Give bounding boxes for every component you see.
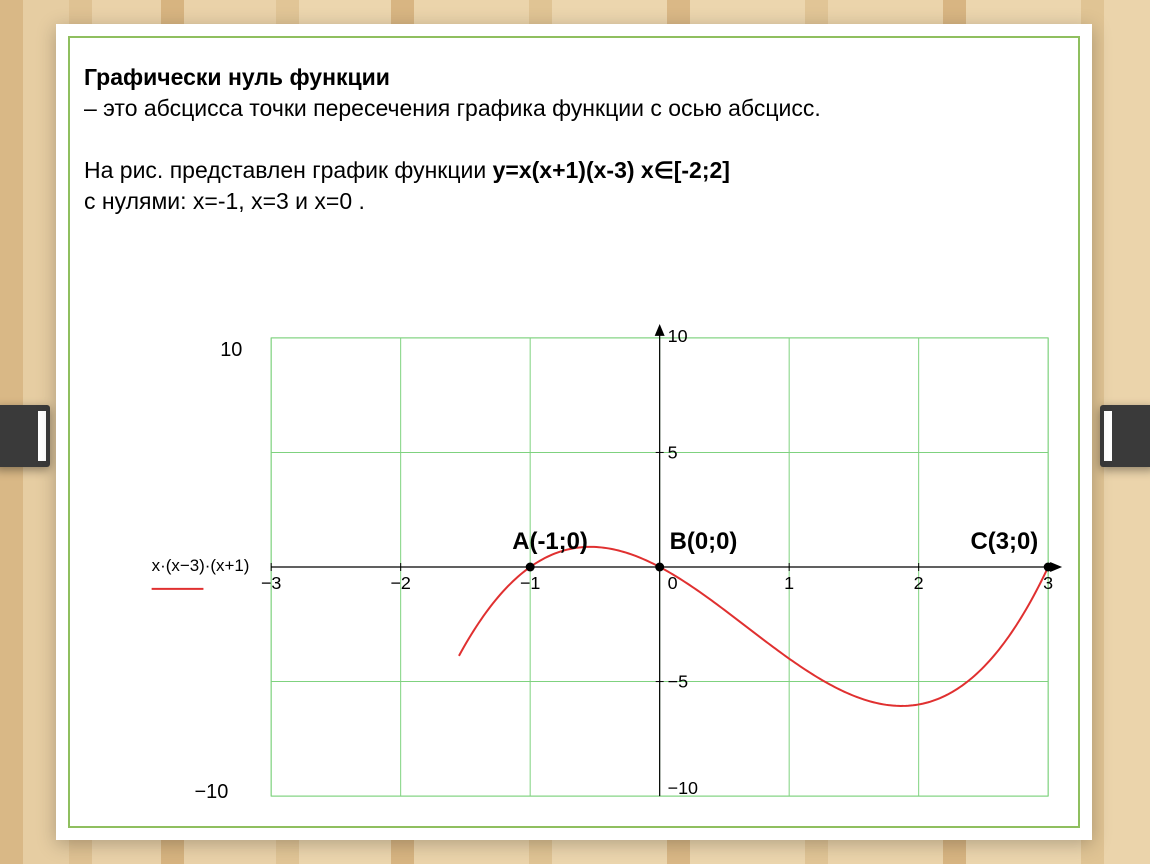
x-tick-label: 1 (784, 573, 794, 593)
function-curve (459, 547, 1048, 706)
slide-border: Графически нуль функции – это абсцисса т… (68, 36, 1080, 828)
figure-intro: На рис. представлен график функции (84, 157, 493, 183)
y-tick-label: 5 (668, 442, 678, 462)
slide-panel: Графически нуль функции – это абсцисса т… (56, 24, 1092, 840)
point-B-label: В(0;0) (670, 528, 738, 555)
C-point (1044, 563, 1053, 572)
description-text: Графически нуль функции – это абсцисса т… (84, 62, 1064, 217)
heading: Графически нуль функции (84, 64, 390, 90)
outer-y-top: 10 (220, 339, 242, 361)
y-tick-label: −10 (668, 778, 698, 798)
x-tick-label: 2 (914, 573, 924, 593)
x-tick-label: −3 (261, 573, 281, 593)
point-A-label: А(-1;0) (512, 528, 588, 555)
zeros-line: с нулями: х=-1, х=3 и х=0 . (84, 188, 365, 214)
y-axis-arrow (655, 324, 665, 336)
chart-area: −3−2−10123105−5−1010−10x·(x−3)·(x+1)А(-1… (70, 308, 1078, 826)
chart-svg: −3−2−10123105−5−1010−10x·(x−3)·(x+1)А(-1… (70, 308, 1078, 826)
B-point (655, 563, 664, 572)
outer-y-bottom: −10 (195, 781, 229, 803)
y-tick-label: 10 (668, 326, 688, 346)
point-C-label: С(3;0) (971, 528, 1039, 555)
y-tick-label: −5 (668, 672, 688, 692)
figure-formula: у=х(х+1)(х-3) х∈[-2;2] (493, 157, 730, 183)
x-tick-label: −2 (390, 573, 410, 593)
prev-slide-tab[interactable] (0, 405, 50, 467)
x-tick-label: −1 (520, 573, 540, 593)
definition-line: – это абсцисса точки пересечения графика… (84, 95, 821, 121)
legend-label: x·(x−3)·(x+1) (152, 556, 250, 575)
next-slide-tab[interactable] (1100, 405, 1150, 467)
A-point (526, 563, 535, 572)
